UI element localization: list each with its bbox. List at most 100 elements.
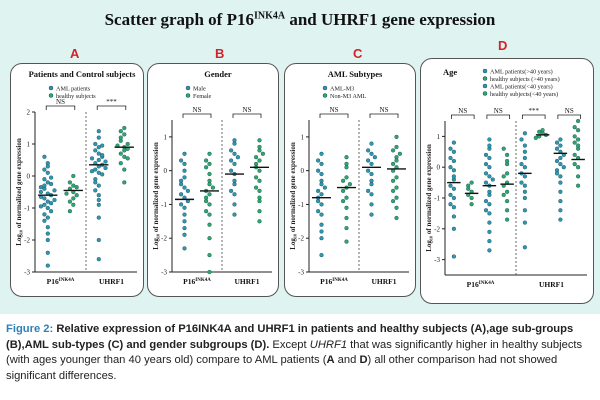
data-point <box>319 222 324 227</box>
data-point <box>45 250 50 255</box>
data-point <box>369 151 374 156</box>
data-point <box>522 183 527 188</box>
data-point <box>207 236 212 241</box>
data-point <box>554 146 560 151</box>
data-point <box>96 237 101 243</box>
data-point <box>253 155 259 160</box>
data-point <box>96 135 101 140</box>
data-point <box>369 141 374 146</box>
data-point <box>365 168 371 173</box>
data-point <box>451 214 457 219</box>
data-point <box>483 161 489 167</box>
data-point <box>469 180 474 185</box>
y-tick-label: -1 <box>434 195 440 203</box>
data-point <box>487 220 492 225</box>
legend-marker <box>482 91 488 96</box>
data-point <box>561 165 566 170</box>
legend-label: Male <box>193 85 206 92</box>
data-point <box>347 182 352 187</box>
data-point <box>45 199 50 204</box>
legend-marker <box>482 68 488 74</box>
data-point <box>466 186 471 191</box>
y-tick-label: 0 <box>164 167 168 175</box>
data-point <box>504 152 510 157</box>
data-point <box>365 148 371 153</box>
caption-italic-gene: UHRF1 <box>309 338 348 351</box>
data-point <box>228 168 234 173</box>
data-point <box>228 148 234 153</box>
data-point <box>554 140 560 145</box>
significance-bracket <box>232 113 262 118</box>
data-point <box>122 167 127 172</box>
legend-label: AML patients(>40 years) <box>490 68 553 75</box>
data-point <box>96 145 101 150</box>
data-point <box>522 174 527 179</box>
significance-bracket <box>182 113 212 118</box>
data-point <box>558 180 563 185</box>
data-point <box>487 143 492 148</box>
data-point <box>96 202 101 207</box>
data-point <box>487 165 492 170</box>
y-tick-label: 0 <box>437 164 441 172</box>
panel-letter-c: C <box>353 46 363 61</box>
data-point <box>448 146 453 151</box>
data-point <box>125 141 130 147</box>
data-point <box>501 146 506 151</box>
data-point <box>118 161 123 166</box>
data-point <box>394 144 399 150</box>
legend-label: healthy subjects(<40 years) <box>490 91 558 98</box>
data-point <box>558 143 563 148</box>
significance-label: NS <box>243 106 252 114</box>
data-point <box>203 158 209 163</box>
panel-letter-d: D <box>498 38 508 53</box>
data-point <box>96 197 101 203</box>
data-point <box>48 175 54 180</box>
data-point <box>572 125 577 130</box>
data-point <box>576 165 581 170</box>
scatter-chart-d: -3 -2 -1 0 1 Log₁₀ of normalized gene express… <box>425 67 587 289</box>
scatter-chart-c: -3 -2 -1 0 1 Log₁₀ of normalized gene express… <box>289 69 409 286</box>
significance-label: NS <box>565 107 574 115</box>
caption-text-1: Except <box>269 338 310 351</box>
data-point <box>554 158 560 164</box>
data-point <box>38 204 43 209</box>
significance-label: NS <box>380 106 389 114</box>
category-label: UHRF1 <box>539 280 564 289</box>
data-point <box>522 131 527 136</box>
data-point <box>390 178 396 183</box>
data-point <box>71 196 76 201</box>
data-point <box>178 202 184 207</box>
data-point <box>228 158 234 163</box>
data-point <box>319 161 324 166</box>
y-axis-label: Log₁₀ of normalized gene expression <box>152 142 160 250</box>
y-axis-label: Log₁₀ of normalized gene expression <box>15 138 23 246</box>
legend-label: AML patients(<40 years) <box>490 83 553 90</box>
data-point <box>45 164 50 169</box>
y-tick-label: -3 <box>161 269 167 277</box>
data-point <box>45 180 50 185</box>
data-point <box>48 209 54 214</box>
data-point <box>89 169 95 174</box>
data-point <box>253 161 259 166</box>
data-point <box>182 151 187 156</box>
data-point <box>207 212 212 217</box>
data-point <box>572 140 577 145</box>
data-point <box>451 195 457 201</box>
chart-panel-b: -3 -2 -1 0 1 Log₁₀ of normalized gene express… <box>147 63 279 297</box>
data-point <box>45 225 50 230</box>
category-label: P16INK4A <box>320 277 348 286</box>
data-point <box>483 152 489 157</box>
significance-bracket <box>450 114 475 119</box>
data-point <box>207 269 212 275</box>
y-tick-label: 0 <box>27 173 31 181</box>
data-point <box>45 231 50 236</box>
data-point <box>576 183 581 188</box>
data-point <box>96 257 101 262</box>
data-point <box>182 185 187 190</box>
data-point <box>45 263 50 268</box>
data-point <box>182 232 187 237</box>
significance-bracket <box>557 114 582 119</box>
data-point <box>451 186 457 191</box>
data-point <box>344 195 349 200</box>
data-point <box>558 174 563 179</box>
